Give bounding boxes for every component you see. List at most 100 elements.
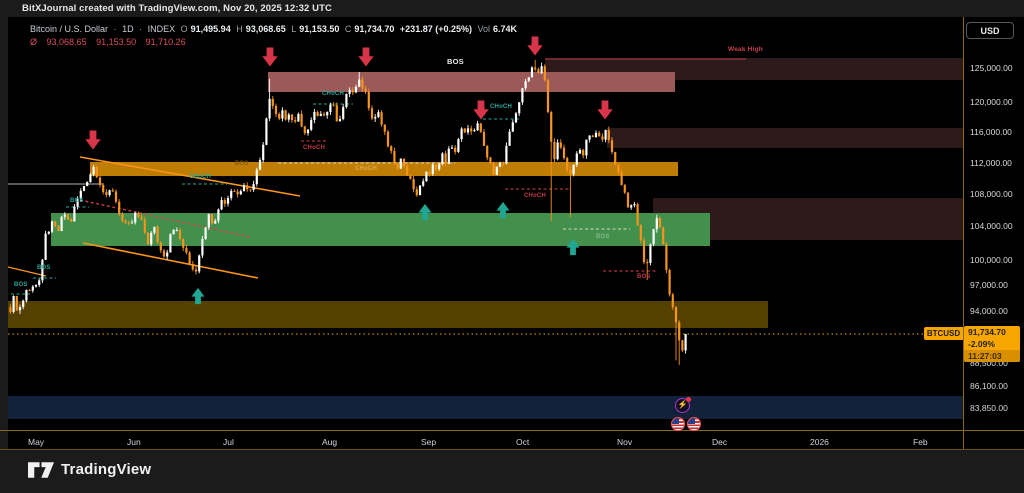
- candle-body: [262, 144, 265, 161]
- candle-body: [185, 247, 188, 253]
- time-tick-label[interactable]: Nov: [617, 437, 633, 447]
- bos-label: BOS: [235, 161, 249, 167]
- structure-dashed-line: [79, 199, 251, 238]
- candle-body: [268, 98, 271, 119]
- candle-body: [665, 244, 668, 270]
- candle-body: [454, 147, 457, 152]
- down-arrow-marker[interactable]: [85, 130, 101, 150]
- down-arrow-marker[interactable]: [527, 36, 543, 56]
- candle-body: [226, 198, 230, 204]
- price-axis-panel[interactable]: [964, 17, 1024, 450]
- time-tick-label[interactable]: Oct: [516, 437, 530, 447]
- symbol-price-tag: BTCUSD: [924, 327, 963, 340]
- trendline-small[interactable]: [7, 266, 47, 277]
- candle-body: [233, 190, 236, 192]
- time-tick-label[interactable]: Sep: [421, 437, 437, 447]
- crypto-event-icon[interactable]: ⚡: [675, 397, 691, 413]
- time-tick-label[interactable]: Feb: [913, 437, 928, 447]
- close-label: C: [344, 24, 352, 34]
- candle-body: [313, 111, 316, 120]
- time-tick-label[interactable]: Jun: [127, 437, 141, 447]
- candle-body: [242, 185, 246, 192]
- candle-body: [47, 231, 50, 234]
- avg-symbol: Ø: [30, 37, 38, 47]
- time-tick-label[interactable]: Aug: [322, 437, 338, 447]
- candle-body: [351, 89, 354, 93]
- currency-usd-button[interactable]: USD: [966, 22, 1014, 39]
- candle-body: [668, 269, 671, 295]
- up-arrow-marker[interactable]: [566, 238, 580, 256]
- candle-body: [422, 181, 425, 186]
- down-arrow-marker[interactable]: [358, 47, 374, 67]
- time-tick-label[interactable]: May: [28, 437, 45, 447]
- up-arrow-marker[interactable]: [496, 201, 510, 219]
- candle-body: [111, 190, 114, 192]
- candle-body: [498, 162, 502, 167]
- candle-body: [415, 189, 418, 196]
- down-arrow-marker[interactable]: [262, 47, 278, 67]
- candle-body: [406, 166, 409, 176]
- time-tick-label[interactable]: 2026: [810, 437, 829, 447]
- candle-body: [306, 129, 310, 134]
- trendline-lower[interactable]: [82, 242, 259, 279]
- tradingview-logo-icon: [28, 461, 54, 478]
- time-axis-panel[interactable]: [8, 430, 964, 450]
- down-arrow-marker[interactable]: [473, 100, 489, 120]
- candle-body: [166, 252, 169, 257]
- demand-zone-green[interactable]: [51, 213, 710, 246]
- candle-body: [601, 136, 604, 140]
- candle-body: [524, 81, 527, 89]
- time-tick-label[interactable]: Jul: [223, 437, 234, 447]
- supply-zone-dark-mid[interactable]: [607, 128, 963, 148]
- candle-body: [319, 113, 322, 116]
- time-tick-label[interactable]: Dec: [712, 437, 728, 447]
- weak-high-label: Weak High: [728, 46, 763, 53]
- symbol-header[interactable]: Bitcoin / U.S. Dollar · 1D · INDEX O 91,4…: [30, 24, 518, 34]
- bos-label: BOS: [596, 234, 610, 240]
- indicator-value: 93,068.65: [46, 37, 87, 47]
- candle-body: [169, 234, 172, 253]
- down-arrow-marker[interactable]: [597, 100, 613, 120]
- demand-zone-navy[interactable]: [8, 396, 963, 419]
- supply-zone-rose[interactable]: [268, 72, 675, 92]
- candle-body: [582, 149, 585, 156]
- timeframe[interactable]: 1D: [122, 24, 134, 34]
- last-price-label: 91,734.70 -2.09% 11:27:03: [964, 326, 1020, 362]
- us-economic-event-icon[interactable]: [687, 417, 701, 431]
- candle-body: [562, 147, 566, 158]
- indicator-values-row[interactable]: Ø 93,068.65 91,153.50 91,710.26: [30, 37, 193, 47]
- candle-body: [559, 142, 562, 148]
- candle-body: [294, 120, 297, 122]
- candle-body: [614, 152, 617, 165]
- price-tick-label: 112,000.00: [970, 158, 1012, 168]
- us-economic-event-icon[interactable]: [671, 417, 685, 431]
- candle-body: [73, 206, 76, 222]
- candle-body: [66, 214, 70, 220]
- symbol-name[interactable]: Bitcoin / U.S. Dollar: [30, 24, 109, 34]
- trendline-upper[interactable]: [79, 156, 301, 197]
- tradingview-logo-text: TradingView: [61, 461, 152, 478]
- chart-canvas[interactable]: [0, 0, 1024, 455]
- low-value: 91,153.50: [299, 24, 340, 34]
- bos-label: BOS: [70, 198, 84, 204]
- candle-body: [633, 204, 636, 206]
- candle-body: [450, 147, 454, 149]
- tradingview-logo[interactable]: TradingView: [28, 461, 151, 478]
- price-tick-label: 120,000.00: [970, 97, 1013, 107]
- candle-body: [620, 171, 623, 186]
- up-arrow-marker[interactable]: [418, 203, 432, 221]
- candle-body: [662, 227, 665, 245]
- candle-body: [594, 132, 598, 138]
- last-price-change: -2.09%: [968, 339, 995, 349]
- candle-body: [489, 157, 492, 164]
- candle-body: [252, 184, 255, 190]
- candle-body: [127, 222, 130, 224]
- time-axis-border-bottom: [0, 449, 1024, 450]
- candle-body: [626, 192, 630, 208]
- up-arrow-marker[interactable]: [191, 287, 205, 305]
- demand-zone-olive[interactable]: [8, 301, 768, 328]
- candle-body: [514, 113, 518, 123]
- candle-body: [671, 294, 674, 308]
- resistance-zone-orange[interactable]: [90, 162, 678, 176]
